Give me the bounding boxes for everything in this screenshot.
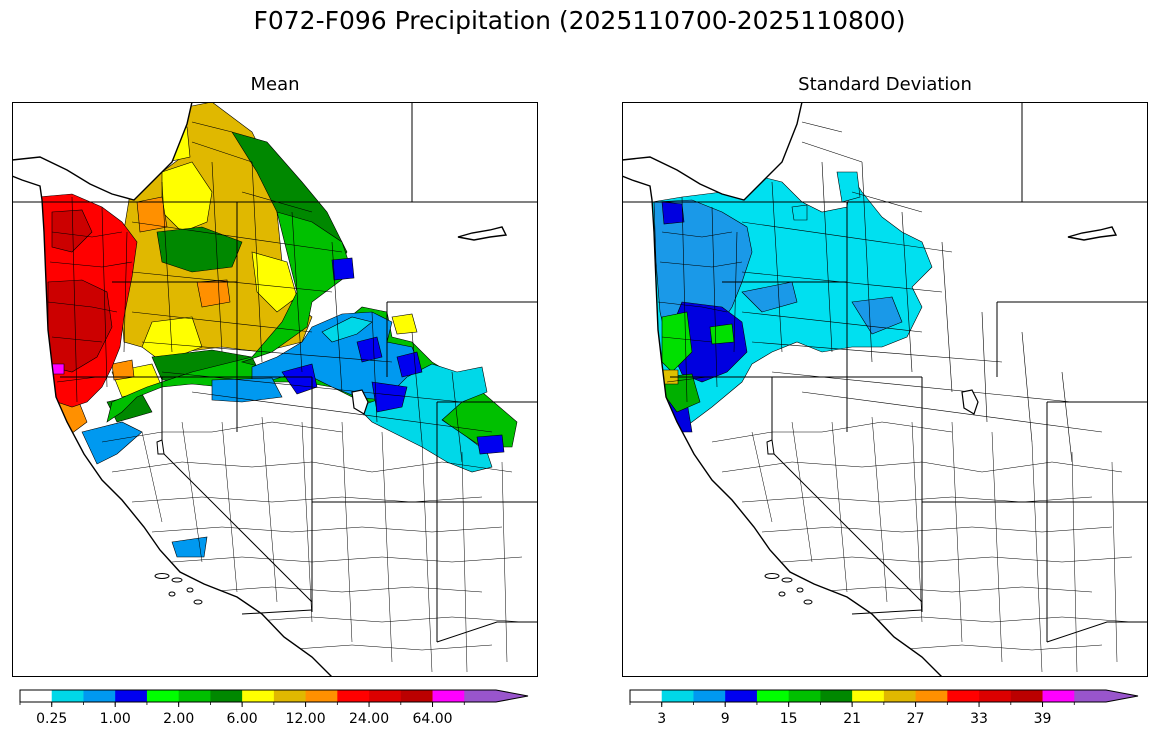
std-colorbar-segment [820,690,853,702]
mean-colorbar-segment [210,690,243,702]
mean-map [12,102,538,677]
mean-colorbar-segment [146,690,180,702]
mean-colorbar-tick-label: 64.00 [412,711,452,727]
std-map [622,102,1148,677]
region-cyan-2 [321,316,373,343]
mean-colorbar-segment [337,690,370,702]
std-colorbar-tick-label: 15 [780,711,798,727]
std-colorbar: 3 9 15 21 27 33 39 [629,688,1145,738]
mean-panel-title: Mean [250,74,300,95]
std-region-blue-light-2 [741,281,798,313]
std-region-green-2 [709,323,735,345]
mean-colorbar-tick-label: 12.00 [286,711,326,727]
lake-diefenbaker [457,226,508,241]
mean-colorbar-svg: 0.25 1.00 2.00 6.00 12.00 24.00 64.00 [19,689,529,727]
std-colorbar-tick-label: 9 [721,711,730,727]
std-map-svg [622,102,1148,677]
mean-colorbar-tick-label: 2.00 [163,711,194,727]
region-blue-4 [371,381,408,413]
std-colorbar-segment [852,690,885,702]
region-blue-6 [476,434,505,455]
std-colorbar-tick-label: 39 [1034,711,1052,727]
mean-colorbar-tick-label: 6.00 [227,711,258,727]
lake-diefenbaker [1067,226,1118,241]
std-colorbar-segment [1010,690,1044,702]
region-orange-2 [196,279,231,308]
std-colorbar-tick-label: 33 [970,711,988,727]
region-green-dark-2 [156,226,243,273]
std-region-cyan-2 [836,171,861,203]
region-blue-light-3 [81,421,143,465]
std-region-green [661,311,693,373]
mean-colorbar: 0.25 1.00 2.00 6.00 12.00 24.00 64.00 [19,688,535,738]
mean-colorbar-segment [432,690,465,702]
mean-colorbar-segment [273,690,307,702]
std-colorbar-segment [947,690,980,702]
std-colorbar-segment [788,690,821,702]
region-blue-light-4 [171,536,208,558]
region-blue-2 [356,336,383,363]
mean-colorbar-segment [51,690,84,702]
std-colorbar-segment [630,690,663,702]
region-red-dark-2 [51,209,93,253]
mean-colorbar-segment [20,690,53,702]
std-colorbar-tick-label: 3 [657,711,666,727]
channel-islands [764,573,813,605]
mean-colorbar-segment [242,690,275,702]
std-colorbar-segment [979,690,1012,702]
std-colorbar-segment [883,690,917,702]
std-colorbar-segment [661,690,694,702]
region-yellow-5 [391,313,418,335]
std-colorbar-segment [1042,690,1075,702]
mean-colorbar-tick-label: 0.25 [36,711,67,727]
mean-colorbar-segment [83,690,116,702]
great-salt-lake [961,389,979,415]
mean-colorbar-segment [178,690,211,702]
std-colorbar-tick-label: 21 [843,711,861,727]
std-colorbar-segment [693,690,726,702]
mean-colorbar-tick-label: 24.00 [349,711,389,727]
std-region-blue-light-3 [851,296,903,335]
region-blue-light-2 [211,377,283,403]
std-colorbar-segment [756,690,790,702]
figure-title: F072-F096 Precipitation (2025110700-2025… [253,6,906,35]
std-panel-title: Standard Deviation [798,74,972,95]
mean-colorbar-segment [464,690,528,702]
std-colorbar-tick-label: 27 [907,711,925,727]
mean-colorbar-segment [115,690,148,702]
std-colorbar-segment [725,690,758,702]
great-salt-lake [351,389,369,415]
std-colorbar-svg: 3 9 15 21 27 33 39 [629,689,1139,727]
mean-colorbar-outline [19,689,529,703]
mean-map-svg [12,102,538,677]
std-region-cyan-3 [791,204,808,221]
region-blue-5 [331,257,355,281]
lake-tahoe [156,439,165,455]
region-yellow-6 [161,126,191,163]
channel-islands [154,573,203,605]
std-colorbar-segment [915,690,948,702]
mean-colorbar-segment [369,690,402,702]
mean-colorbar-segment [305,690,338,702]
std-region-blue-2 [661,201,685,225]
region-yellow-2 [251,251,298,313]
std-colorbar-segment [1074,690,1138,702]
std-colorbar-outline [629,689,1139,703]
mean-colorbar-segment [400,690,434,702]
lake-tahoe [766,439,775,455]
mean-colorbar-tick-label: 1.00 [100,711,131,727]
